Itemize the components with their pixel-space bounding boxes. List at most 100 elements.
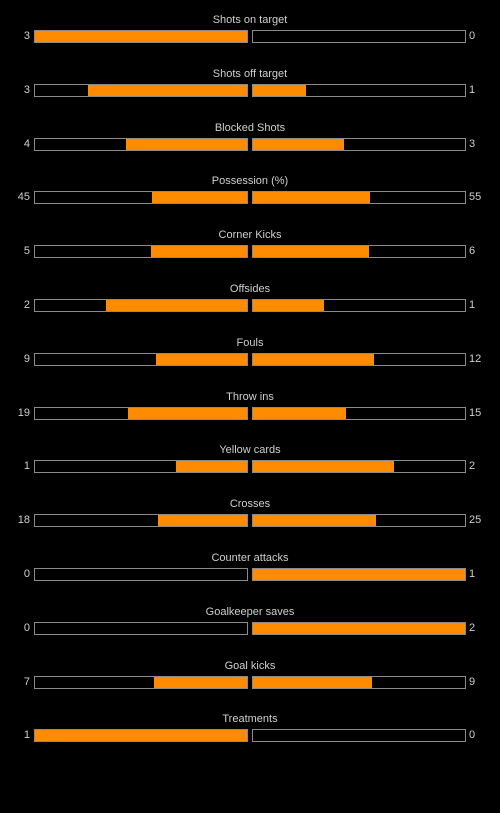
home-bar-fill [128,408,247,419]
home-bar [34,407,248,420]
stat-label: Counter attacks [211,552,289,564]
stat-row: Possession (%) 45 55 [0,169,500,209]
home-value: 5 [23,245,30,257]
home-value: 1 [23,460,30,472]
home-bar [34,622,248,635]
away-bar [252,460,466,473]
home-bar-fill [152,192,247,203]
away-value: 2 [469,622,476,634]
stat-label: Shots off target [212,68,288,80]
stat-row: Shots off target 3 1 [0,62,500,102]
home-bar-fill [176,461,247,472]
away-bar-fill [253,246,369,257]
away-value: 3 [469,138,476,150]
home-bar [34,84,248,97]
away-value: 9 [469,676,476,688]
away-bar-fill [253,408,346,419]
away-bar [252,84,466,97]
home-bar [34,676,248,689]
away-bar [252,568,466,581]
away-value: 1 [469,568,476,580]
away-bar [252,514,466,527]
home-bar [34,460,248,473]
away-value: 6 [469,245,476,257]
away-bar [252,407,466,420]
home-bar [34,245,248,258]
stat-row: Corner Kicks 5 6 [0,223,500,263]
away-bar [252,245,466,258]
stat-row: Counter attacks 0 1 [0,546,500,586]
home-value: 2 [23,299,30,311]
away-value: 15 [469,407,482,419]
stat-row: Offsides 2 1 [0,277,500,317]
away-bar-fill [253,569,465,580]
away-bar-fill [253,139,344,150]
home-bar-fill [151,246,247,257]
stat-row: Blocked Shots 4 3 [0,116,500,156]
home-value: 3 [23,30,30,42]
stat-label: Goalkeeper saves [205,606,295,618]
home-bar [34,353,248,366]
home-value: 19 [17,407,30,419]
stat-row: Treatments 1 0 [0,707,500,747]
stat-label: Goal kicks [224,660,276,672]
away-bar-fill [253,461,394,472]
stat-label: Yellow cards [219,444,281,456]
home-bar-fill [156,354,247,365]
home-value: 18 [17,514,30,526]
home-value: 4 [23,138,30,150]
stat-label: Offsides [229,283,271,295]
stat-row: Throw ins 19 15 [0,385,500,425]
home-bar [34,514,248,527]
away-bar-fill [253,85,306,96]
away-bar-fill [253,300,324,311]
away-bar [252,138,466,151]
stat-label: Possession (%) [211,175,289,187]
home-bar [34,191,248,204]
stat-label: Corner Kicks [218,229,282,241]
home-value: 9 [23,353,30,365]
home-bar-fill [35,31,247,42]
home-value: 3 [23,84,30,96]
stat-label: Crosses [229,498,271,510]
away-bar [252,729,466,742]
home-bar [34,30,248,43]
stat-row: Yellow cards 1 2 [0,438,500,478]
home-bar-fill [88,85,247,96]
home-value: 0 [23,622,30,634]
away-value: 12 [469,353,482,365]
home-value: 1 [23,729,30,741]
stat-row: Fouls 9 12 [0,331,500,371]
away-bar-fill [253,192,370,203]
away-value: 1 [469,84,476,96]
stat-label: Fouls [236,337,264,349]
away-bar-fill [253,515,376,526]
away-bar [252,353,466,366]
stat-row: Crosses 18 25 [0,492,500,532]
away-bar [252,622,466,635]
home-bar [34,568,248,581]
home-bar-fill [106,300,247,311]
away-value: 0 [469,30,476,42]
home-value: 45 [17,191,30,203]
stat-label: Blocked Shots [214,122,286,134]
stat-row: Goalkeeper saves 0 2 [0,600,500,640]
stat-label: Throw ins [226,391,274,403]
home-value: 7 [23,676,30,688]
stat-label: Shots on target [212,14,288,26]
away-bar-fill [253,354,374,365]
away-value: 1 [469,299,476,311]
home-bar [34,138,248,151]
away-bar [252,299,466,312]
home-bar-fill [158,515,247,526]
home-bar-fill [35,730,247,741]
away-value: 55 [469,191,482,203]
away-bar-fill [253,623,465,634]
home-value: 0 [23,568,30,580]
away-bar [252,30,466,43]
home-bar [34,299,248,312]
stat-label: Treatments [222,713,278,725]
home-bar [34,729,248,742]
away-bar [252,676,466,689]
away-bar [252,191,466,204]
